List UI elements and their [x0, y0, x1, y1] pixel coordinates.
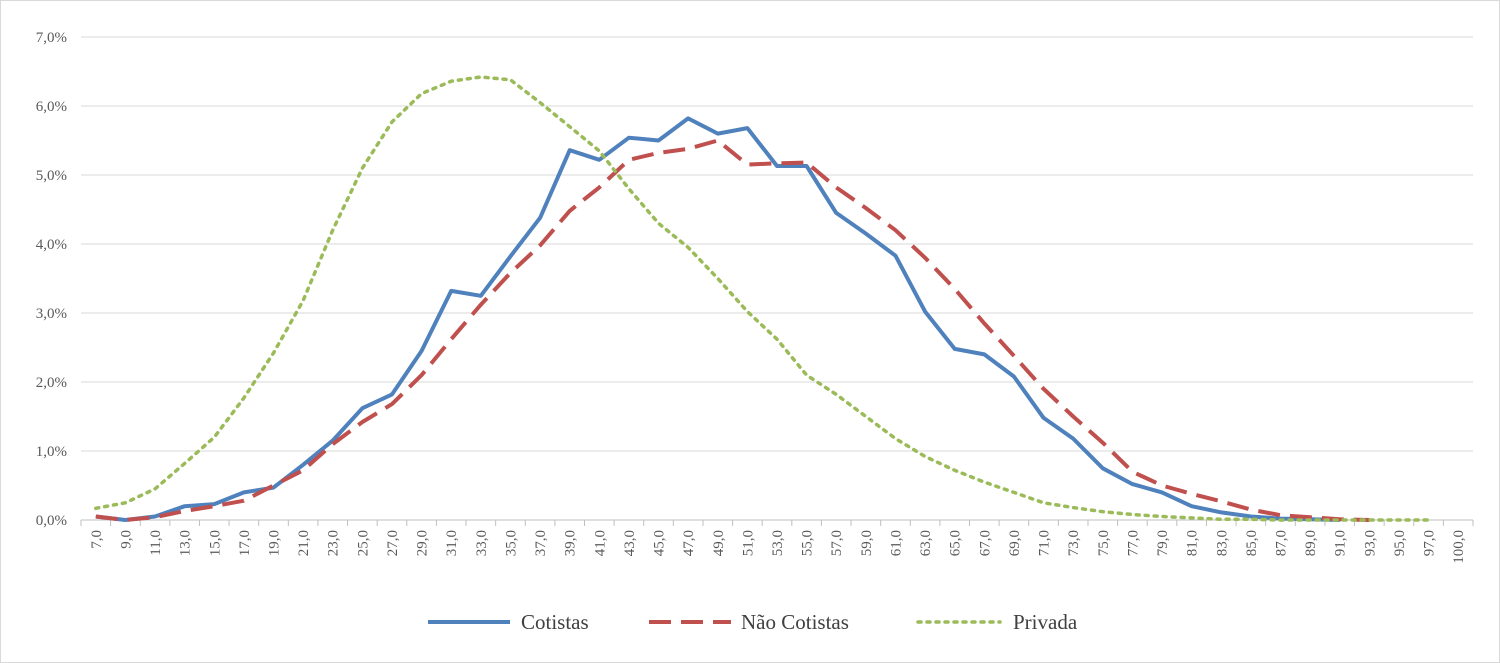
x-tick-label: 59,0	[859, 530, 875, 556]
series-line-2	[95, 138, 1370, 522]
y-tick-label: 3,0%	[36, 306, 67, 322]
x-tick-label: 23,0	[326, 530, 342, 556]
series-line-1	[95, 116, 1340, 522]
x-tick-label: 13,0	[178, 530, 194, 556]
x-tick-label: 47,0	[681, 530, 697, 556]
x-tick-label: 83,0	[1214, 530, 1230, 556]
x-tick-label: 91,0	[1333, 530, 1349, 556]
x-tick-label: 81,0	[1185, 530, 1201, 556]
x-tick-label: 53,0	[770, 530, 786, 556]
x-tick-label: 33,0	[474, 530, 490, 556]
x-tick-label: 79,0	[1155, 530, 1171, 556]
y-tick-label: 1,0%	[36, 444, 67, 460]
x-tick-label: 93,0	[1362, 530, 1378, 556]
y-tick-label: 7,0%	[36, 30, 67, 46]
x-tick-label: 41,0	[592, 530, 608, 556]
x-tick-label: 11,0	[148, 530, 164, 556]
x-tick-label: 73,0	[1066, 530, 1082, 556]
x-tick-label: 65,0	[948, 530, 964, 556]
legend-label-1: Cotistas	[521, 610, 589, 634]
series-lines	[94, 75, 1431, 522]
series-line-3	[94, 75, 1431, 522]
x-tick-label: 35,0	[503, 530, 519, 556]
gridlines	[81, 36, 1473, 452]
x-tick-label: 19,0	[267, 530, 283, 556]
x-tick-label: 39,0	[563, 530, 579, 556]
x-tick-label: 71,0	[1037, 530, 1053, 556]
x-tick-label: 9,0	[118, 530, 134, 549]
x-tick-label: 95,0	[1392, 530, 1408, 556]
x-tick-label: 31,0	[444, 530, 460, 556]
x-tick-label: 61,0	[888, 530, 904, 556]
x-tick-label: 27,0	[385, 530, 401, 556]
x-tick-label: 77,0	[1125, 530, 1141, 556]
y-tick-label: 6,0%	[36, 99, 67, 115]
x-tick-label: 63,0	[918, 530, 934, 556]
x-tick-label: 75,0	[1096, 530, 1112, 556]
x-axis-ticks: 7,0 9,0 11,0 13,0 15,0 17,0 19,0 21,0 23,0 25,0 27…	[89, 530, 1467, 564]
x-tick-label: 89,0	[1303, 530, 1319, 556]
legend-label-3: Privada	[1013, 610, 1078, 634]
x-tick-label: 7,0	[89, 530, 105, 549]
x-tick-label: 49,0	[711, 530, 727, 556]
y-tick-label: 0,0%	[36, 513, 67, 529]
legend-label-2: Não Cotistas	[741, 610, 849, 634]
x-tick-label: 87,0	[1273, 530, 1289, 556]
x-axis	[80, 519, 1474, 526]
x-tick-label: 100,0	[1451, 530, 1467, 564]
x-tick-label: 25,0	[355, 530, 371, 556]
x-tick-label: 51,0	[740, 530, 756, 556]
x-tick-label: 17,0	[237, 530, 253, 556]
x-tick-label: 15,0	[207, 530, 223, 556]
x-tick-label: 57,0	[829, 530, 845, 556]
x-tick-label: 29,0	[415, 530, 431, 556]
x-tick-label: 85,0	[1244, 530, 1260, 556]
y-tick-label: 2,0%	[36, 375, 67, 391]
x-tick-label: 67,0	[977, 530, 993, 556]
x-tick-label: 37,0	[533, 530, 549, 556]
x-tick-label: 97,0	[1422, 530, 1438, 556]
y-axis-ticks: 0,0% 1,0% 2,0% 3,0% 4,0% 5,0% 6,0% 7,0%	[36, 30, 67, 529]
y-tick-label: 4,0%	[36, 237, 67, 253]
x-tick-label: 45,0	[652, 530, 668, 556]
x-tick-label: 55,0	[800, 530, 816, 556]
x-tick-label: 69,0	[1007, 530, 1023, 556]
x-tick-label: 21,0	[296, 530, 312, 556]
x-tick-label: 43,0	[622, 530, 638, 556]
y-tick-label: 5,0%	[36, 168, 67, 184]
legend: Cotistas Não Cotistas Privada	[428, 610, 1078, 634]
